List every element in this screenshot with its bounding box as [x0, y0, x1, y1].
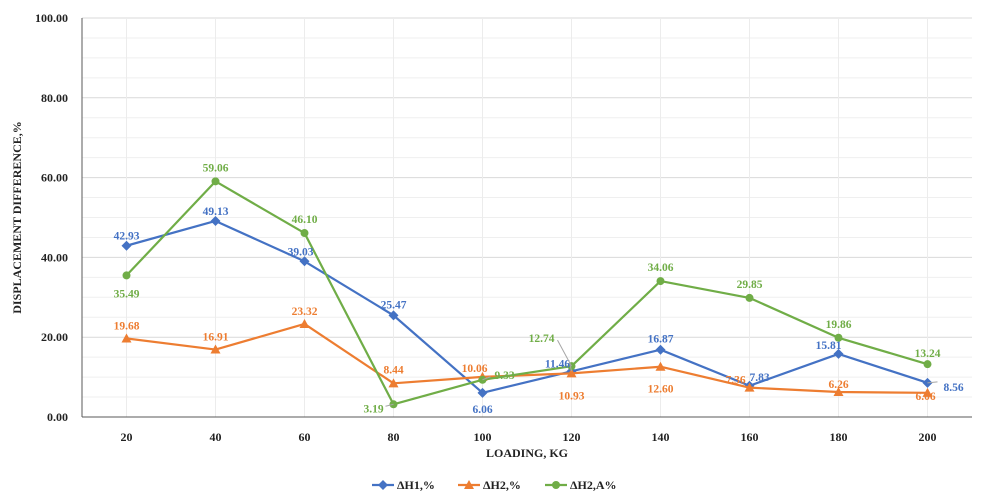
data-label-dh1: 8.56	[943, 382, 963, 394]
y-tick-label: 40.00	[41, 250, 68, 264]
data-point-dh1	[833, 348, 844, 359]
data-label-dh2a: 9.33	[494, 370, 514, 382]
legend: ΔH1,% ΔH2,% ΔH2,A%	[372, 478, 617, 492]
series-line-dh2a	[125, 180, 928, 406]
series-dh2a	[122, 177, 932, 409]
data-labels-layer: 42.93 49.13 39.03 25.47 6.06 11.46 16.87 7.83 15…	[114, 162, 964, 415]
legend-item-dh2: ΔH2,%	[458, 478, 521, 492]
data-label-dh1: 25.47	[381, 299, 407, 311]
data-point-dh2a	[745, 293, 754, 302]
data-label-dh2: 6.26	[828, 379, 848, 391]
label-leader-line	[927, 381, 938, 384]
legend-label: ΔH2,%	[483, 478, 521, 492]
series-line-dh2	[126, 322, 928, 394]
data-label-dh2: 8.44	[383, 364, 403, 376]
y-tick-label: 20.00	[41, 330, 68, 344]
data-label-dh1: 42.93	[114, 231, 140, 243]
data-label-dh2a: 13.24	[915, 348, 941, 360]
legend-swatch-marker	[464, 480, 474, 489]
data-label-dh2a: 59.06	[203, 162, 229, 174]
data-label-dh2a: 35.49	[114, 288, 140, 300]
data-label-dh2: 23.32	[292, 306, 318, 318]
y-tick-label: 60.00	[41, 171, 68, 185]
data-label-dh1: 6.06	[472, 404, 492, 416]
data-point-dh2	[121, 333, 132, 343]
data-point-dh2	[655, 361, 666, 371]
data-label-dh1: 7.83	[749, 372, 769, 384]
y-tick-label: 100.00	[35, 11, 68, 25]
x-tick-label: 180	[830, 430, 848, 444]
data-point-dh2	[744, 382, 755, 392]
data-point-dh1	[477, 387, 488, 398]
data-point-dh2a	[300, 229, 309, 238]
data-label-dh2a: 34.06	[648, 262, 674, 274]
data-point-dh2	[922, 387, 933, 397]
data-point-dh2	[388, 378, 399, 388]
data-point-dh2a	[122, 271, 131, 280]
data-point-dh2a	[923, 360, 932, 369]
data-point-dh2a	[834, 333, 843, 342]
legend-swatch-marker	[378, 480, 388, 490]
data-label-dh1: 11.46	[545, 358, 570, 370]
data-label-dh2: 19.68	[114, 320, 140, 332]
legend-label: ΔH1,%	[397, 478, 435, 492]
data-label-dh1: 49.13	[203, 206, 229, 218]
series-layer	[121, 177, 933, 409]
x-tick-label: 140	[652, 430, 670, 444]
legend-item-dh1: ΔH1,%	[372, 478, 435, 492]
label-leader-line	[385, 403, 394, 407]
x-axis-title: LOADING, KG	[486, 446, 568, 460]
label-leader-line	[569, 362, 572, 372]
x-tick-label: 100	[474, 430, 492, 444]
x-tick-label: 200	[919, 430, 937, 444]
data-point-dh2	[299, 318, 310, 328]
x-tick-label: 20	[121, 430, 133, 444]
axes	[81, 18, 972, 418]
data-label-dh2: 10.06	[462, 363, 488, 375]
data-label-dh2: 12.60	[648, 384, 674, 396]
data-point-dh2a	[656, 277, 665, 286]
data-label-dh2a: 46.10	[292, 214, 318, 226]
legend-item-dh2a: ΔH2,A%	[545, 478, 617, 492]
label-leader-line	[557, 339, 572, 367]
series-dh1	[121, 215, 933, 398]
label-leader-line	[482, 376, 491, 381]
x-tick-label: 80	[388, 430, 400, 444]
legend-swatch-marker	[552, 481, 560, 489]
y-axis-title: DISPLACEMENT DIFFERENCE,%	[10, 121, 24, 313]
data-label-dh2: 16.91	[203, 332, 229, 344]
legend-label: ΔH2,A%	[570, 478, 617, 492]
x-tick-label: 120	[563, 430, 581, 444]
x-tick-label: 40	[210, 430, 222, 444]
data-point-dh2	[210, 344, 221, 354]
data-point-dh2	[566, 368, 577, 378]
data-label-dh2a: 12.74	[529, 333, 555, 345]
data-point-dh1	[299, 256, 310, 267]
data-point-dh1	[388, 310, 399, 321]
data-label-dh2a: 29.85	[737, 279, 763, 291]
data-point-dh2	[833, 387, 844, 397]
x-tick-label: 60	[299, 430, 311, 444]
data-label-dh1: 15.81	[816, 340, 842, 352]
x-tick-label: 160	[741, 430, 759, 444]
data-label-dh1: 16.87	[648, 334, 674, 346]
x-tick-labels: 20 40 60 80 100 120 140 160 180 200	[121, 430, 937, 444]
data-point-dh2a	[211, 177, 220, 186]
y-tick-labels: 0.00 20.00 40.00 60.00 80.00 100.00	[35, 11, 68, 424]
data-point-dh1	[121, 240, 132, 251]
data-label-dh2a: 19.86	[826, 319, 852, 331]
data-point-dh1	[655, 344, 666, 355]
y-tick-label: 80.00	[41, 91, 68, 105]
data-label-dh2a: 3.19	[363, 403, 383, 415]
series-dh2	[121, 318, 933, 397]
data-label-dh1: 39.03	[288, 246, 314, 258]
y-tick-label: 0.00	[47, 410, 68, 424]
data-label-dh2: 7.36	[725, 375, 745, 387]
series-line-dh1	[126, 219, 928, 394]
data-label-dh2: 6.06	[915, 391, 935, 403]
data-point-dh1	[210, 215, 221, 226]
data-label-dh2: 10.93	[559, 390, 585, 402]
